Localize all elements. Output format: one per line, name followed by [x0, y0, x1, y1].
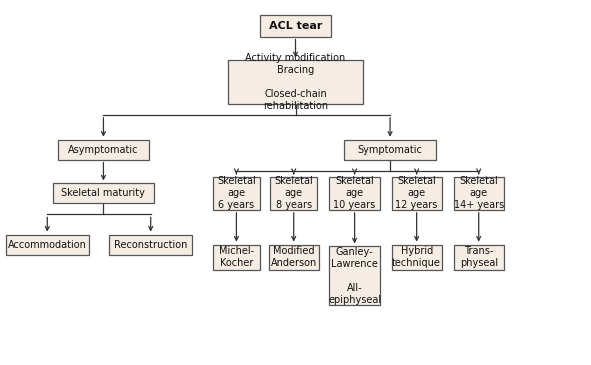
FancyBboxPatch shape: [213, 245, 260, 270]
Text: Modified
Anderson: Modified Anderson: [271, 246, 317, 268]
Text: ACL tear: ACL tear: [269, 20, 322, 31]
FancyBboxPatch shape: [454, 245, 504, 270]
FancyBboxPatch shape: [454, 177, 504, 210]
FancyBboxPatch shape: [109, 235, 192, 255]
FancyBboxPatch shape: [330, 177, 379, 210]
FancyBboxPatch shape: [391, 177, 441, 210]
FancyBboxPatch shape: [391, 245, 441, 270]
Text: Michel-
Kocher: Michel- Kocher: [219, 246, 254, 268]
Text: Trans-
physeal: Trans- physeal: [460, 246, 498, 268]
Text: Skeletal maturity: Skeletal maturity: [61, 188, 145, 199]
Text: Skeletal
age
10 years: Skeletal age 10 years: [333, 176, 376, 211]
FancyBboxPatch shape: [260, 15, 331, 36]
FancyBboxPatch shape: [53, 184, 154, 204]
Text: Asymptomatic: Asymptomatic: [68, 145, 139, 155]
Text: Reconstruction: Reconstruction: [114, 239, 187, 250]
Text: Skeletal
age
14+ years: Skeletal age 14+ years: [453, 176, 504, 211]
Text: Symptomatic: Symptomatic: [358, 145, 423, 155]
Text: Accommodation: Accommodation: [8, 239, 87, 250]
Text: Skeletal
age
6 years: Skeletal age 6 years: [217, 176, 256, 211]
FancyBboxPatch shape: [268, 245, 319, 270]
FancyBboxPatch shape: [57, 139, 149, 160]
FancyBboxPatch shape: [330, 246, 379, 305]
FancyBboxPatch shape: [344, 139, 436, 160]
FancyBboxPatch shape: [228, 60, 363, 104]
FancyBboxPatch shape: [270, 177, 317, 210]
Text: Hybrid
technique: Hybrid technique: [392, 246, 441, 268]
Text: Ganley-
Lawrence

All-
epiphyseal: Ganley- Lawrence All- epiphyseal: [328, 247, 381, 304]
Text: Activity modification
Bracing

Closed-chain
rehabilitation: Activity modification Bracing Closed-cha…: [245, 53, 346, 111]
Text: Skeletal
age
12 years: Skeletal age 12 years: [395, 176, 438, 211]
FancyBboxPatch shape: [6, 235, 89, 255]
Text: Skeletal
age
8 years: Skeletal age 8 years: [274, 176, 313, 211]
FancyBboxPatch shape: [213, 177, 260, 210]
